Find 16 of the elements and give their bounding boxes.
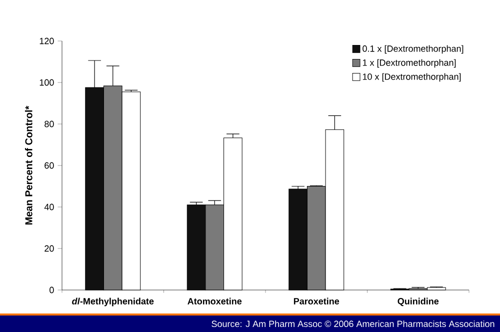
legend-label: 10 x [Dextromethorphan]: [362, 73, 461, 82]
y-tick-label: 80: [44, 120, 54, 128]
y-tick-label: 20: [44, 245, 54, 252]
x-tick-label: Paroxetine: [294, 298, 340, 304]
y-tick-label: 0: [50, 286, 54, 294]
y-tick-label: 120: [40, 38, 54, 44]
legend-label: 1 x [Dextromethorphan]: [362, 59, 456, 68]
legend-label: 0.1 x [Dextromethorphan]: [362, 45, 464, 54]
y-tick-label: 40: [44, 204, 54, 210]
x-tick-label: Atomoxetine: [188, 298, 242, 304]
x-tick-label: dl-Methylphenidate: [72, 298, 154, 306]
x-tick-label: Quinidine: [398, 298, 439, 306]
y-tick-label: 60: [44, 162, 54, 169]
y-axis-title: Mean Percent of Control*: [24, 106, 32, 225]
source-note: Source: J Am Pharm Assoc © 2006 American Pharmacists Association: [212, 320, 494, 328]
y-tick-label: 100: [40, 79, 54, 86]
